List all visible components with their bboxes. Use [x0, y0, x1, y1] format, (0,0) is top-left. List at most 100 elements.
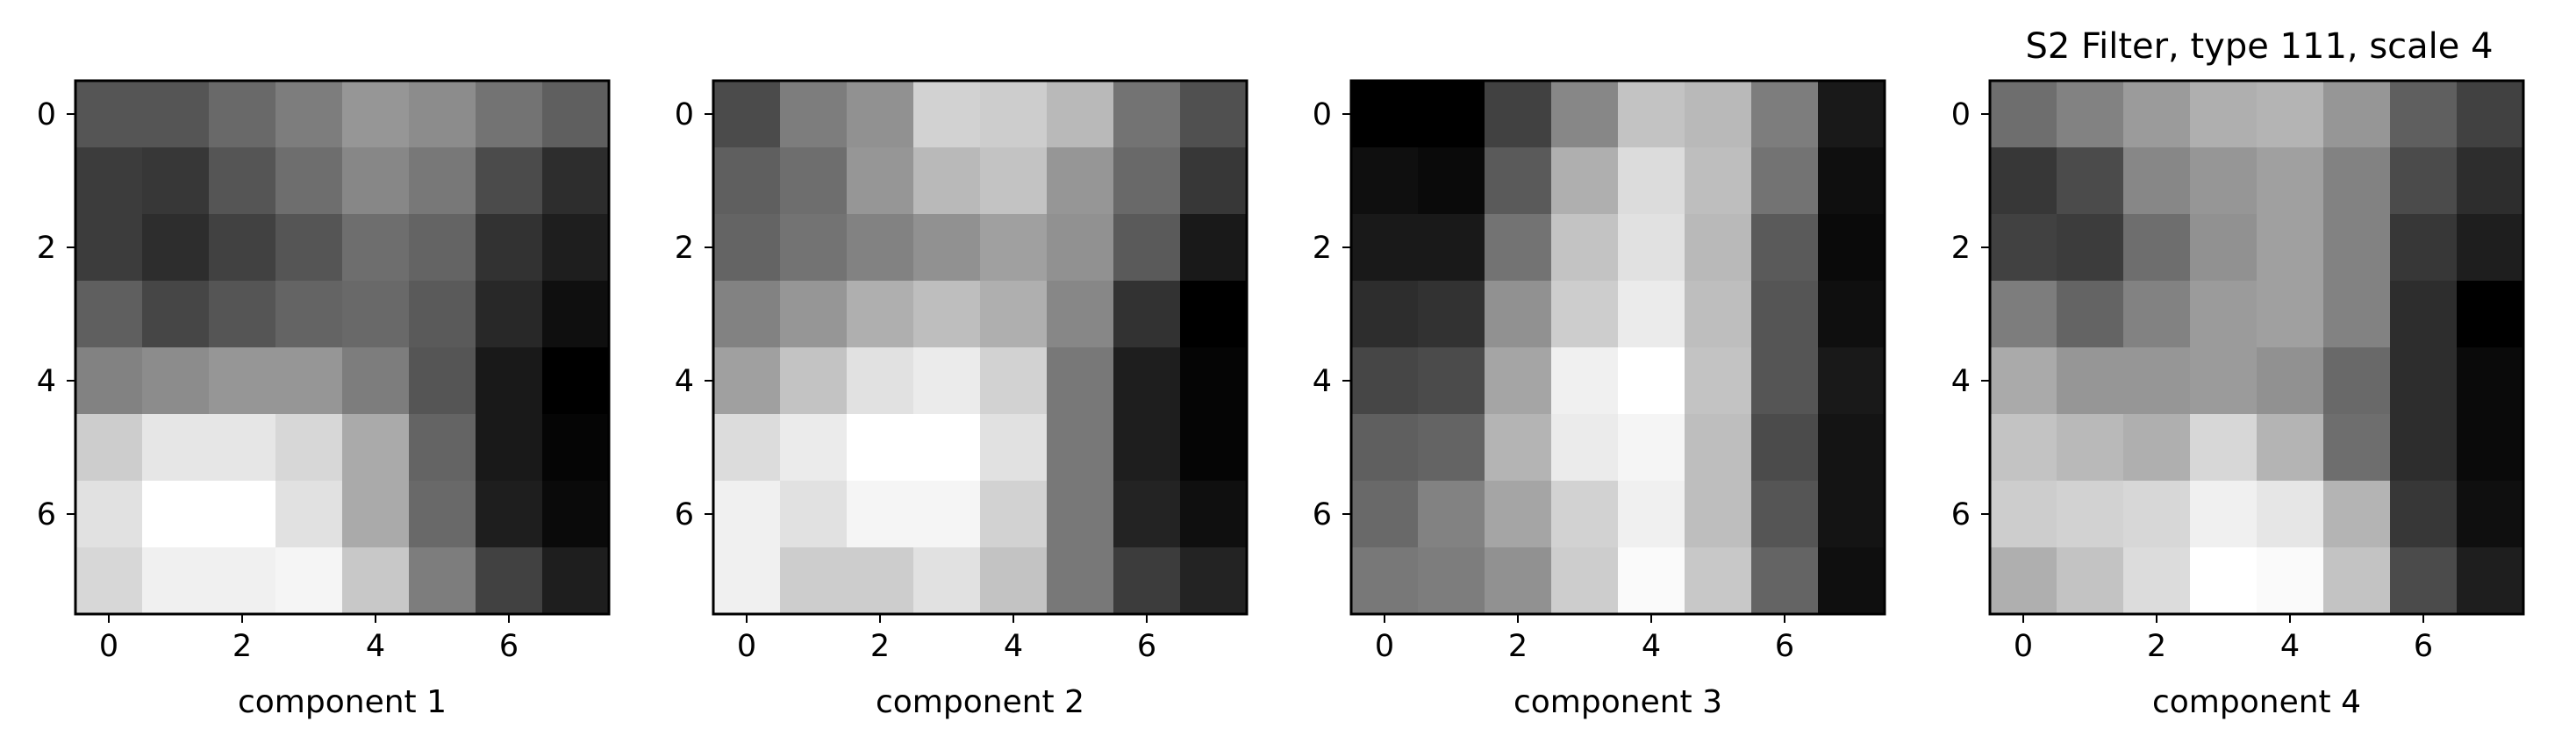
figure-title: S2 Filter, type 111, scale 4: [2025, 26, 2493, 67]
heatmap-cell: [209, 547, 276, 615]
heatmap-cell: [713, 481, 781, 548]
heatmap-cell: [1818, 547, 1885, 615]
heatmap-cell: [980, 81, 1048, 148]
heatmap-cell: [2257, 81, 2324, 148]
heatmap-cell: [142, 147, 210, 215]
x-tick-label: 6: [499, 629, 519, 664]
heatmap-cell: [2257, 547, 2324, 615]
heatmap-cell: [2390, 214, 2458, 282]
heatmap-cell: [476, 147, 543, 215]
heatmap-cell: [275, 547, 343, 615]
heatmap-cell: [342, 147, 410, 215]
x-tick-label: 0: [737, 629, 756, 664]
heatmap-cell: [847, 281, 914, 348]
heatmap-cell: [275, 281, 343, 348]
heatmap-cell: [342, 347, 410, 415]
heatmap-cell: [1047, 147, 1114, 215]
heatmap-cell: [1113, 481, 1181, 548]
heatmap-cell: [1113, 147, 1181, 215]
heatmap-cell: [1818, 347, 1885, 415]
axes-frame: [1349, 79, 1886, 616]
heatmap-cell: [275, 347, 343, 415]
heatmap-cell: [913, 147, 981, 215]
heatmap-cell: [2457, 214, 2524, 282]
heatmap-cell: [1351, 214, 1419, 282]
heatmap-cell: [2390, 281, 2458, 348]
heatmap-cell: [1618, 481, 1685, 548]
heatmap-cell: [476, 81, 543, 148]
heatmap-cell: [142, 81, 210, 148]
heatmap-cell: [2323, 281, 2391, 348]
heatmap-cell: [1180, 547, 1248, 615]
heatmap-cell: [1485, 414, 1552, 482]
heatmap-cell: [542, 81, 610, 148]
heatmap-cell: [2390, 81, 2458, 148]
x-tick-label: 0: [1375, 629, 1394, 664]
heatmap-cell: [2057, 81, 2124, 148]
x-tick-label: 4: [2280, 629, 2300, 664]
heatmap-cell: [1418, 481, 1485, 548]
heatmap-cell: [1818, 81, 1885, 148]
heatmap-cell: [2123, 414, 2191, 482]
heatmap-cell: [1685, 147, 1752, 215]
heatmap-cell: [713, 81, 781, 148]
y-tick-label: 6: [37, 497, 56, 532]
heatmap-cell: [1618, 214, 1685, 282]
heatmap-cell: [209, 481, 276, 548]
heatmap-cell: [1418, 414, 1485, 482]
heatmap-cell: [1990, 414, 2057, 482]
heatmap-cell: [1618, 547, 1685, 615]
heatmap-cell: [409, 147, 476, 215]
heatmap-cell: [209, 214, 276, 282]
x-axis-label: component 2: [876, 684, 1084, 720]
heatmap-cell: [476, 347, 543, 415]
heatmap-cell: [2190, 214, 2258, 282]
heatmap-cell: [142, 414, 210, 482]
x-axis-label: component 1: [238, 684, 447, 720]
heatmap-cell: [2323, 481, 2391, 548]
heatmap-cell: [75, 147, 143, 215]
heatmap-cell: [1047, 547, 1114, 615]
y-tick-label: 2: [1951, 231, 1971, 266]
heatmap-cell: [209, 414, 276, 482]
heatmap-cell: [1551, 414, 1619, 482]
heatmap-cell: [342, 547, 410, 615]
y-tick-label: 4: [1951, 364, 1971, 399]
x-tick-label: 2: [870, 629, 890, 664]
heatmap-cell: [2457, 547, 2524, 615]
heatmap-cell: [542, 481, 610, 548]
y-tick-label: 0: [37, 97, 56, 132]
heatmap-cell: [275, 147, 343, 215]
heatmap-cell: [1351, 547, 1419, 615]
heatmap-cell: [542, 281, 610, 348]
heatmap-cell: [1618, 347, 1685, 415]
heatmap-cell: [2190, 281, 2258, 348]
heatmap-cell: [1685, 281, 1752, 348]
heatmap-cell: [142, 281, 210, 348]
x-tick-label: 6: [2414, 629, 2433, 664]
heatmap-cell: [2190, 547, 2258, 615]
heatmap-cell: [1751, 147, 1819, 215]
heatmap-cell: [2257, 481, 2324, 548]
heatmap-cell: [1990, 347, 2057, 415]
heatmap-cell: [142, 547, 210, 615]
heatmap-cell: [542, 347, 610, 415]
heatmap-cell: [980, 281, 1048, 348]
heatmap-cell: [2123, 347, 2191, 415]
x-axis-label: component 4: [2152, 684, 2361, 720]
heatmap-cell: [2323, 347, 2391, 415]
heatmap-cell: [2257, 147, 2324, 215]
heatmap-cell: [1351, 81, 1419, 148]
heatmap-cell: [780, 147, 848, 215]
heatmap-cell: [142, 481, 210, 548]
heatmap-cell: [1551, 547, 1619, 615]
heatmap-cell: [2123, 281, 2191, 348]
heatmap-cell: [2390, 147, 2458, 215]
heatmap-cell: [780, 481, 848, 548]
heatmap-cell: [409, 281, 476, 348]
heatmap-cell: [2323, 147, 2391, 215]
heatmap-cell: [75, 214, 143, 282]
heatmap-cell: [1485, 481, 1552, 548]
heatmap-cell: [2057, 281, 2124, 348]
heatmap-cell: [542, 547, 610, 615]
